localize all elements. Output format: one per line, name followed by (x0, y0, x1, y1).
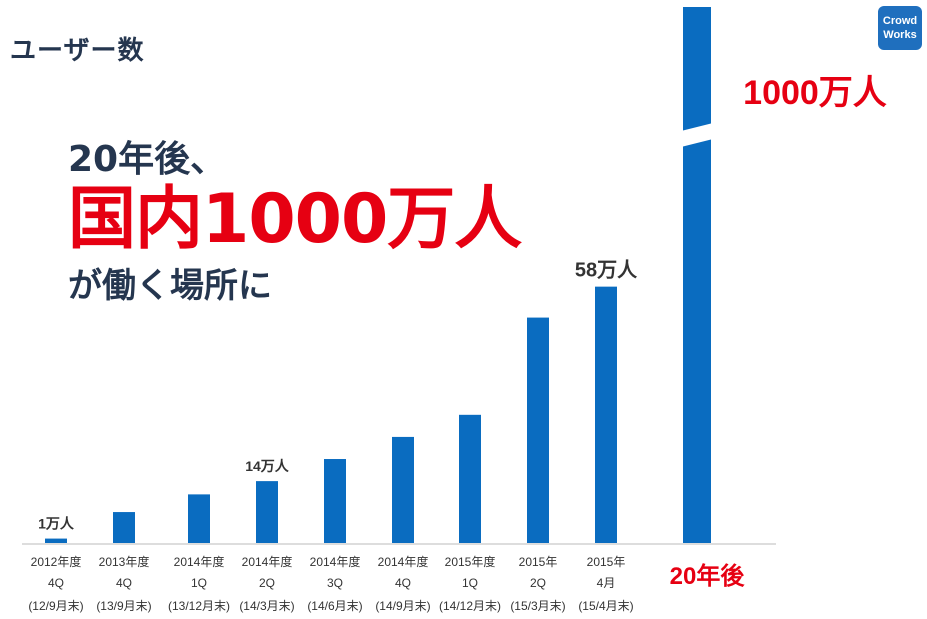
tick-label-8-0: 2015年 (587, 555, 626, 569)
headline-line2: 国内1000万人 (68, 180, 522, 259)
tick-label-1-2: (13/9月末) (96, 599, 151, 613)
axis-break (681, 123, 713, 147)
tick-label-4-0: 2014年度 (310, 554, 361, 569)
logo-line2: Works (883, 29, 917, 41)
tick-label-9: 20年後 (670, 562, 746, 590)
bar-0 (45, 538, 67, 543)
tick-label-4-1: 3Q (327, 576, 343, 590)
bar-1 (113, 512, 135, 543)
data-label-8: 58万人 (575, 259, 638, 282)
tick-label-6-2: (14/12月末) (439, 599, 501, 613)
tick-label-7-2: (15/3月末) (510, 599, 565, 613)
tick-label-1-1: 4Q (116, 576, 132, 590)
bar-8 (595, 286, 617, 543)
bar-3 (256, 481, 278, 543)
bar-9 (683, 7, 711, 543)
tick-label-2-2: (13/12月末) (168, 599, 230, 613)
tick-label-0-1: 4Q (48, 576, 64, 590)
tick-label-1-0: 2013年度 (99, 554, 150, 569)
data-label-0: 1万人 (38, 516, 75, 532)
bar-4 (324, 459, 346, 543)
tick-label-4-2: (14/6月末) (307, 599, 362, 613)
bar-5 (392, 436, 414, 543)
tick-label-3-1: 2Q (259, 576, 275, 590)
tick-label-3-2: (14/3月末) (239, 599, 294, 613)
tick-label-3-0: 2014年度 (242, 554, 293, 569)
tick-label-5-1: 4Q (395, 576, 411, 590)
tick-label-2-0: 2014年度 (174, 554, 225, 569)
chart-title: ユーザー数 (10, 36, 145, 66)
headline: 20年後、 国内1000万人 が働く場所に (68, 130, 522, 307)
bar-2 (188, 494, 210, 543)
tick-label-6-0: 2015年度 (445, 554, 496, 569)
tick-label-7-1: 2Q (530, 576, 546, 590)
crowdworks-logo: Crowd Works (878, 6, 922, 50)
headline-line1: 20年後、 (68, 139, 227, 180)
tick-label-2-1: 1Q (191, 576, 207, 590)
tick-label-0-0: 2012年度 (31, 554, 82, 569)
tick-label-0-2: (12/9月末) (28, 599, 83, 613)
data-label-9: 1000万人 (743, 74, 887, 112)
tick-label-5-0: 2014年度 (378, 554, 429, 569)
logo-line1: Crowd (882, 15, 918, 27)
bar-6 (459, 414, 481, 543)
bar-7 (527, 317, 549, 543)
tick-label-8-2: (15/4月末) (578, 599, 633, 613)
tick-label-6-1: 1Q (462, 576, 478, 590)
tick-label-8-1: 4月 (597, 576, 616, 590)
tick-label-5-2: (14/9月末) (375, 599, 430, 613)
headline-line3: が働く場所に (68, 266, 272, 306)
tick-label-7-0: 2015年 (519, 555, 558, 569)
data-label-3: 14万人 (245, 458, 290, 474)
